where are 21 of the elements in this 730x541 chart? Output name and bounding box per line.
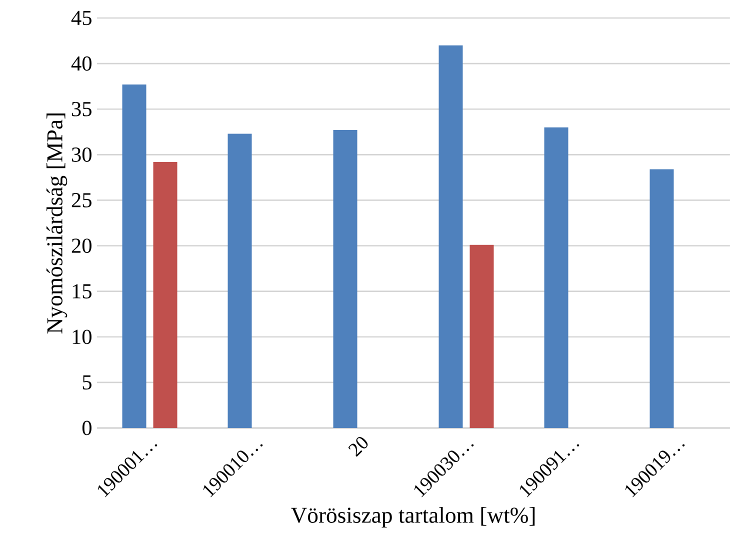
y-tick-label: 40 (71, 56, 92, 71)
y-tick-label: 30 (72, 147, 92, 162)
bar (333, 130, 358, 428)
bar (153, 162, 178, 428)
bar (122, 84, 146, 428)
bar (470, 244, 494, 428)
x-axis-title: Vörösiszap tartalom [wt%] (291, 506, 535, 528)
y-tick-label: 35 (72, 102, 92, 116)
y-tick-label: 25 (72, 193, 92, 208)
bar (438, 45, 463, 428)
y-tick-label: 0 (82, 420, 92, 436)
y-tick-label: 10 (72, 330, 92, 344)
x-tick-label: 20 (348, 436, 368, 457)
y-axis-title: Nyomószilárdság [MPa] (46, 114, 68, 334)
bar (228, 134, 252, 428)
y-tick-label: 20 (72, 238, 92, 253)
y-tick-label: 15 (72, 284, 92, 298)
y-tick-label: 45 (71, 10, 92, 26)
bar (544, 127, 568, 428)
y-tick-label: 5 (82, 375, 92, 390)
bar (650, 169, 674, 428)
